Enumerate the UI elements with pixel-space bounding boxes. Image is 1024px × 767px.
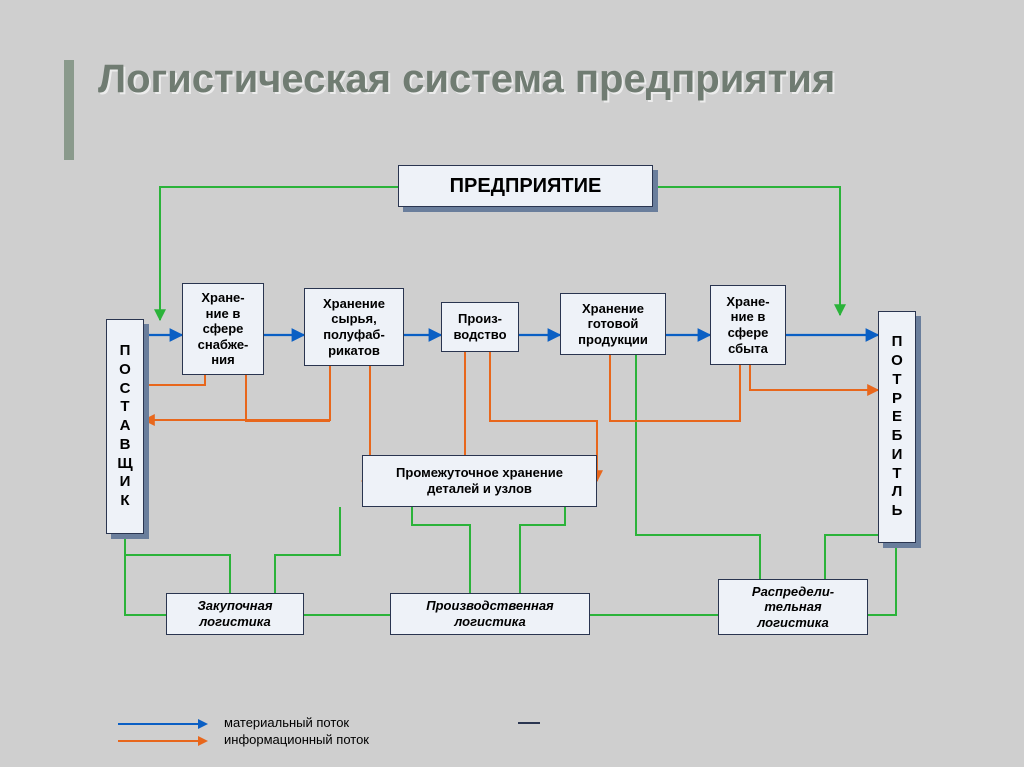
diagram: ПРЕДПРИЯТИЕ ПОСТАВЩИК ПОТРЕБИТЛЬ Хране-ние … xyxy=(0,165,1024,765)
node-intermediate: Промежуточное хранениедеталей и узлов xyxy=(362,455,597,507)
node-enterprise: ПРЕДПРИЯТИЕ xyxy=(398,165,653,207)
node-store_supply: Хране-ние всфереснабже-ния xyxy=(182,283,264,375)
footer-dash xyxy=(518,722,540,724)
node-supplier: ПОСТАВЩИК xyxy=(106,319,144,534)
node-prod_log: Производственнаялогистика xyxy=(390,593,590,635)
slide: Логистическая система предприятия xyxy=(0,0,1024,767)
node-distr_log: Распредели-тельнаялогистика xyxy=(718,579,868,635)
legend-info-line xyxy=(118,740,200,742)
legend-material-line xyxy=(118,723,200,725)
node-consumer: ПОТРЕБИТЛЬ xyxy=(878,311,916,543)
legend-material-label: материальный поток xyxy=(224,715,349,730)
accent-bar xyxy=(64,60,74,160)
node-store_sales: Хране-ние всфересбыта xyxy=(710,285,786,365)
slide-title: Логистическая система предприятия xyxy=(98,56,835,102)
node-store_ready: Хранениеготовойпродукции xyxy=(560,293,666,355)
node-production: Произ-водство xyxy=(441,302,519,352)
node-store_raw: Хранениесырья,полуфаб-рикатов xyxy=(304,288,404,366)
node-purchase_log: Закупочнаялогистика xyxy=(166,593,304,635)
legend-info-label: информационный поток xyxy=(224,732,369,747)
